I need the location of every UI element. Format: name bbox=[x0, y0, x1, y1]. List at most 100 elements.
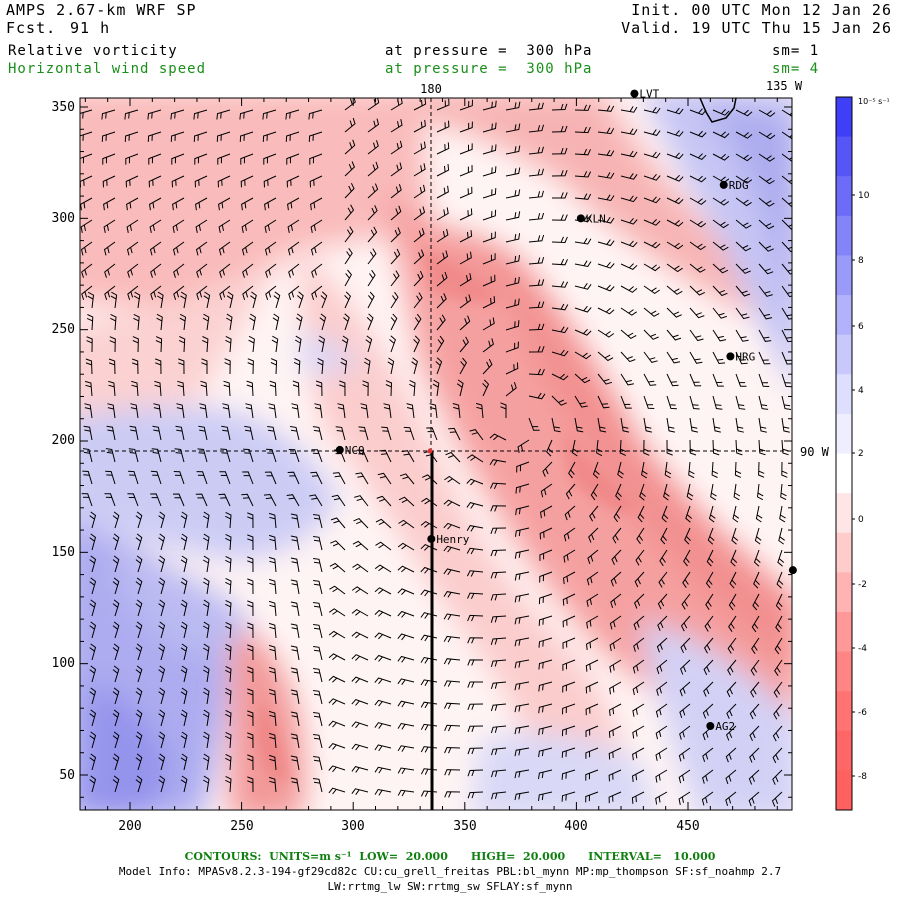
wind-barb bbox=[351, 721, 369, 729]
x-tick-label: 250 bbox=[230, 819, 253, 834]
wind-barb bbox=[679, 681, 691, 697]
wind-barb bbox=[551, 326, 569, 334]
wind-barb bbox=[528, 279, 545, 287]
wind-barb bbox=[528, 301, 545, 309]
wind-barb bbox=[268, 754, 277, 771]
wind-barb bbox=[362, 380, 369, 397]
wind-barb bbox=[539, 527, 553, 540]
wind-barb bbox=[751, 615, 760, 633]
wind-barb bbox=[444, 724, 461, 732]
wind-barb bbox=[467, 725, 484, 733]
wind-barb bbox=[758, 197, 775, 207]
wind-barb bbox=[781, 285, 792, 298]
wind-barb bbox=[413, 206, 426, 221]
wind-barb bbox=[609, 637, 622, 652]
wind-barb bbox=[311, 285, 323, 300]
wind-barb bbox=[290, 645, 300, 661]
colorbar-swatch bbox=[836, 176, 852, 217]
wind-barb bbox=[482, 296, 496, 309]
wind-barb bbox=[467, 637, 484, 644]
wind-barb bbox=[758, 395, 769, 410]
wind-barb bbox=[246, 380, 254, 397]
wind-barb bbox=[202, 753, 210, 771]
wind-barb bbox=[633, 637, 645, 652]
wind-barb bbox=[712, 197, 730, 206]
wind-barb bbox=[466, 478, 484, 486]
wind-barb bbox=[313, 536, 323, 551]
wind-barb bbox=[242, 263, 254, 278]
wind-barb bbox=[574, 260, 592, 268]
wind-barb bbox=[632, 703, 645, 717]
wind-barb bbox=[341, 335, 349, 353]
colorbar-label: -2 bbox=[858, 580, 867, 590]
wind-barb bbox=[241, 241, 254, 256]
wind-barb bbox=[158, 577, 166, 595]
wind-barb bbox=[344, 248, 353, 265]
wind-barb bbox=[729, 571, 737, 589]
station-marker bbox=[630, 89, 639, 98]
wind-barb bbox=[268, 556, 277, 573]
wind-barb bbox=[585, 637, 599, 651]
wind-barb bbox=[240, 153, 254, 165]
wind-barb bbox=[172, 197, 185, 211]
wind-barb bbox=[689, 307, 705, 319]
wind-barb bbox=[632, 725, 645, 739]
wind-barb bbox=[112, 687, 120, 705]
wind-barb bbox=[682, 571, 691, 588]
wind-barb bbox=[635, 549, 645, 566]
wind-barb bbox=[436, 250, 449, 265]
wind-barb bbox=[247, 556, 254, 573]
wind-barb bbox=[574, 305, 592, 313]
wind-barb bbox=[528, 146, 544, 155]
wind-barb bbox=[689, 417, 699, 433]
wind-barb bbox=[528, 392, 546, 400]
wind-barb bbox=[344, 226, 354, 243]
wind-barb bbox=[310, 241, 323, 256]
wind-barb bbox=[735, 219, 752, 229]
wind-barb bbox=[218, 197, 231, 211]
wind-barb bbox=[286, 494, 300, 507]
wind-barb bbox=[202, 665, 210, 683]
wind-barb bbox=[565, 483, 576, 500]
wind-barb bbox=[313, 624, 323, 639]
wind-barb bbox=[89, 709, 97, 727]
wind-barb bbox=[551, 236, 568, 244]
wind-barb bbox=[367, 161, 379, 177]
wind-barb bbox=[728, 615, 737, 632]
wind-barb bbox=[377, 472, 392, 485]
wind-barb bbox=[351, 743, 369, 751]
wind-barb bbox=[287, 471, 300, 485]
wind-barb bbox=[443, 613, 461, 621]
wind-barb bbox=[643, 151, 661, 159]
y-tick-label: 300 bbox=[52, 211, 75, 226]
wind-barb bbox=[264, 219, 277, 233]
wind-barb bbox=[239, 131, 254, 142]
wind-barb bbox=[620, 150, 638, 158]
wind-barb bbox=[459, 336, 470, 353]
meridian-label: 135 W bbox=[766, 79, 803, 93]
wind-barb bbox=[781, 461, 788, 478]
field2-name: Horizontal wind speed bbox=[8, 61, 207, 77]
wind-barb bbox=[178, 358, 185, 375]
wind-barb bbox=[397, 588, 415, 596]
wind-barb bbox=[158, 599, 166, 617]
wind-barb bbox=[351, 631, 369, 639]
wind-barb bbox=[748, 791, 760, 807]
wind-barb bbox=[490, 703, 507, 712]
wind-barb bbox=[633, 615, 645, 631]
forecast-label: Fcst. bbox=[6, 19, 57, 37]
wind-barb bbox=[551, 373, 569, 381]
wind-barb bbox=[126, 197, 139, 211]
wind-barb bbox=[562, 637, 576, 649]
colorbar-swatch bbox=[836, 532, 852, 573]
wind-barb bbox=[225, 533, 232, 551]
wind-barb bbox=[225, 709, 232, 727]
wind-barb bbox=[643, 285, 660, 295]
wind-barb bbox=[551, 281, 569, 288]
wind-barb bbox=[170, 109, 185, 120]
wind-barb bbox=[367, 205, 378, 221]
station-label: NCQ bbox=[345, 444, 365, 457]
wind-barb bbox=[180, 577, 188, 595]
station-marker bbox=[335, 445, 344, 454]
wind-barb bbox=[344, 139, 356, 155]
